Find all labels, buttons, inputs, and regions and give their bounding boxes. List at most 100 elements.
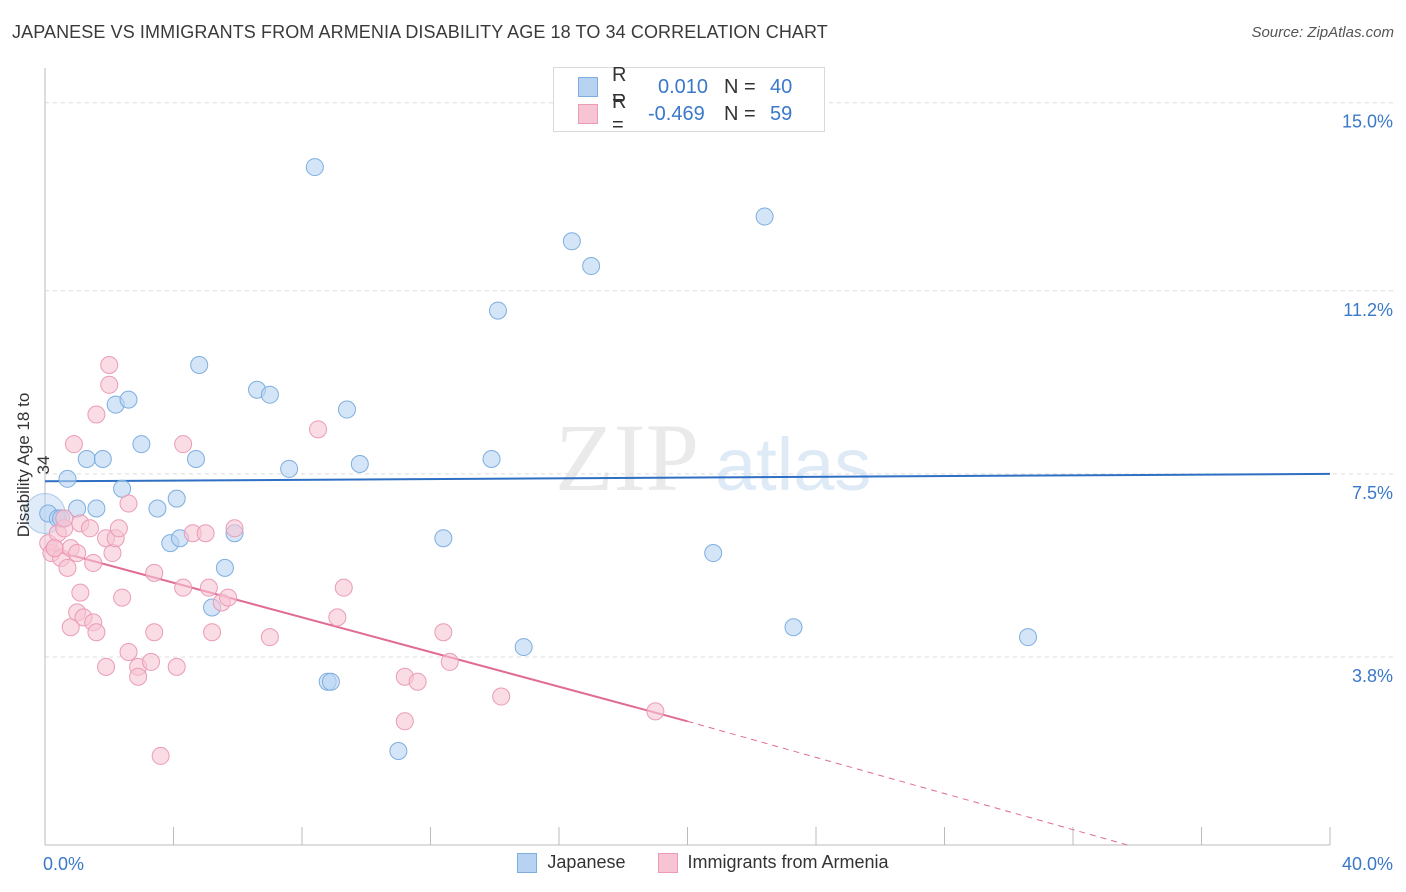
armenia-point <box>68 544 87 563</box>
japanese-point <box>514 638 533 657</box>
armenia-point <box>646 702 665 721</box>
legend-swatch-armenia <box>578 104 598 124</box>
armenia-point <box>219 588 238 607</box>
armenia-trend-extension <box>687 720 1128 846</box>
armenia-point <box>196 524 215 543</box>
data-points <box>24 158 1038 765</box>
legend-label-japanese: Japanese <box>547 852 626 872</box>
japanese-point <box>113 479 132 498</box>
legend-swatch-armenia <box>657 852 678 873</box>
armenia-point <box>119 494 138 513</box>
japanese-point <box>434 529 453 548</box>
armenia-point <box>151 746 170 765</box>
y-tick-label: 3.8% <box>1352 666 1393 686</box>
armenia-point <box>129 667 148 686</box>
armenia-point <box>440 652 459 671</box>
japanese-point <box>260 385 279 404</box>
japanese-point <box>167 489 186 508</box>
legend-n-label: N = <box>724 102 756 125</box>
armenia-point <box>260 628 279 647</box>
armenia-point <box>100 375 119 394</box>
japanese-point <box>488 301 507 320</box>
japanese-point <box>148 499 167 518</box>
japanese-point <box>87 499 106 518</box>
armenia-point <box>174 435 193 454</box>
armenia-point <box>61 618 80 637</box>
y-axis-label: Disability Age 18 to 34 <box>14 392 53 538</box>
japanese-point <box>784 618 803 637</box>
japanese-point <box>77 450 96 469</box>
armenia-point <box>109 519 128 538</box>
legend-n-value: 40 <box>770 75 793 98</box>
japanese-point <box>1019 628 1038 647</box>
armenia-point <box>100 356 119 375</box>
legend-swatch-japanese <box>578 77 598 97</box>
armenia-point <box>145 563 164 582</box>
japanese-point <box>389 741 408 760</box>
armenia-point <box>97 657 116 676</box>
armenia-point <box>395 712 414 731</box>
armenia-point <box>71 583 90 602</box>
armenia-point <box>199 578 218 597</box>
armenia-point <box>225 519 244 538</box>
y-tick-label: 7.5% <box>1352 483 1393 503</box>
armenia-point <box>84 553 103 572</box>
armenia-point <box>87 405 106 424</box>
correlation-legend: R = 0.010 N = 40 R = -0.469 N = 59 <box>553 64 825 136</box>
x-tick-label: 0.0% <box>43 854 84 874</box>
japanese-point <box>755 207 774 226</box>
watermark-atlas: atlas <box>715 423 871 506</box>
japanese-point <box>482 450 501 469</box>
armenia-point <box>203 623 222 642</box>
japanese-point <box>58 469 77 488</box>
armenia-point <box>167 657 186 676</box>
legend-item-armenia[interactable]: Immigrants from Armenia <box>657 852 889 873</box>
legend-label-armenia: Immigrants from Armenia <box>687 852 889 872</box>
japanese-point <box>337 400 356 419</box>
armenia-point <box>309 420 328 439</box>
japanese-point <box>280 459 299 478</box>
japanese-point <box>186 450 205 469</box>
armenia-point <box>434 623 453 642</box>
x-tick-label: 40.0% <box>1342 854 1393 874</box>
japanese-point <box>350 454 369 473</box>
armenia-point <box>174 578 193 597</box>
armenia-point <box>64 435 83 454</box>
armenia-point <box>80 519 99 538</box>
japanese-point <box>190 356 209 375</box>
legend-item-japanese[interactable]: Japanese <box>517 852 626 873</box>
armenia-point <box>103 544 122 563</box>
armenia-point <box>334 578 353 597</box>
japanese-point <box>321 672 340 691</box>
armenia-point <box>58 558 77 577</box>
armenia-point <box>142 652 161 671</box>
armenia-point <box>45 539 64 558</box>
legend-n-value: 59 <box>770 102 793 125</box>
legend-r-label: R = <box>612 91 627 136</box>
armenia-point <box>87 623 106 642</box>
armenia-point <box>145 623 164 642</box>
japanese-point <box>305 158 324 177</box>
japanese-trend-line <box>44 472 1331 483</box>
watermark: ZIP atlas <box>555 404 871 511</box>
legend-n-label: N = <box>724 75 756 98</box>
legend-r-value: 0.010 <box>658 75 709 98</box>
y-tick-label: 11.2% <box>1343 300 1393 320</box>
tick-labels: 3.8% 7.5% 11.2% 15.0% 0.0% 40.0% <box>43 112 1393 874</box>
japanese-point <box>562 232 581 251</box>
armenia-point <box>492 687 511 706</box>
japanese-point <box>215 558 234 577</box>
armenia-point <box>55 509 74 528</box>
japanese-point <box>582 257 601 276</box>
armenia-point <box>119 643 138 662</box>
series-legend: Japanese Immigrants from Armenia <box>0 852 1406 873</box>
armenia-point <box>328 608 347 627</box>
legend-row-japanese: R = 0.010 N = 40 <box>578 64 793 109</box>
legend-r-value: -0.469 <box>648 102 705 125</box>
legend-row-armenia: R = -0.469 N = 59 <box>578 91 793 136</box>
axes <box>44 68 1331 846</box>
chart-title: JAPANESE VS IMMIGRANTS FROM ARMENIA DISA… <box>12 22 828 42</box>
y-tick-label: 15.0% <box>1342 112 1393 132</box>
armenia-trend-line <box>44 547 688 723</box>
